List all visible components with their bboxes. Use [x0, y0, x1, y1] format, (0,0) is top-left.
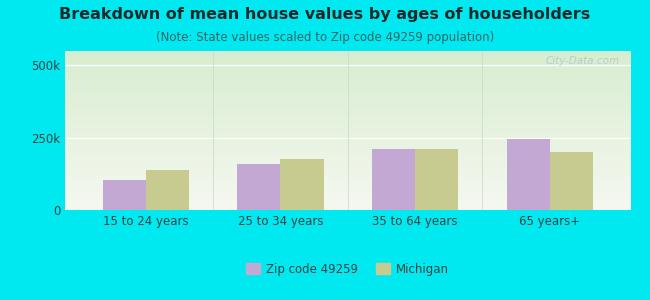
Bar	[146, 170, 189, 210]
Bar	[372, 149, 415, 210]
Legend: Zip code 49259, Michigan: Zip code 49259, Michigan	[242, 258, 454, 280]
Bar	[237, 164, 280, 210]
Bar	[103, 180, 146, 210]
Text: Breakdown of mean house values by ages of householders: Breakdown of mean house values by ages o…	[59, 8, 591, 22]
Bar	[550, 152, 593, 210]
Bar	[415, 149, 458, 210]
Bar	[280, 159, 324, 210]
Text: City-Data.com: City-Data.com	[545, 56, 619, 66]
Bar	[506, 139, 550, 210]
Text: (Note: State values scaled to Zip code 49259 population): (Note: State values scaled to Zip code 4…	[156, 32, 494, 44]
